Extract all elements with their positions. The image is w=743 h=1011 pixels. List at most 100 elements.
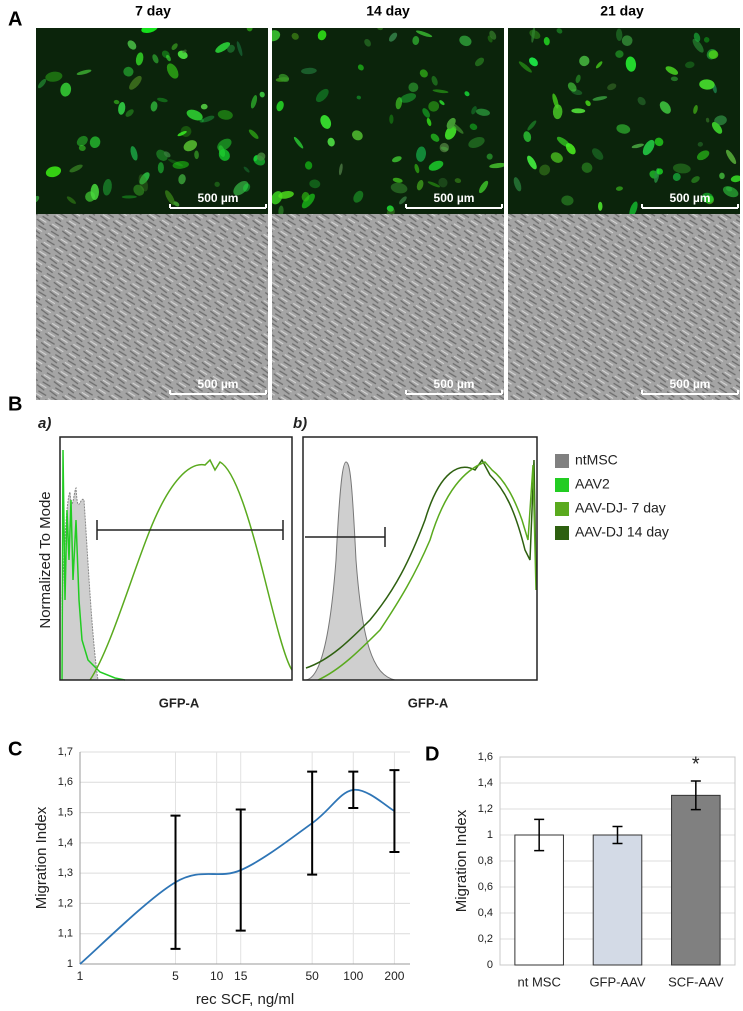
cell [659, 101, 671, 114]
error-bar [389, 769, 400, 853]
image-background [272, 214, 504, 400]
cell [76, 69, 92, 75]
cell [670, 76, 678, 82]
cell [125, 109, 134, 117]
cell [439, 100, 445, 106]
scale-bar-label: 500 µm [670, 377, 711, 391]
column-header: 21 day [600, 3, 644, 19]
histogram-aav2 [61, 449, 126, 681]
cell [708, 50, 719, 59]
cell [726, 149, 737, 165]
histogram-ntmsc [305, 461, 396, 681]
cell [250, 95, 258, 109]
cell [309, 179, 321, 189]
cell [356, 95, 361, 100]
cell [357, 64, 364, 71]
error-bar [348, 770, 359, 810]
cell [130, 146, 138, 161]
cell [248, 129, 259, 139]
cell [719, 172, 725, 180]
x-tick-label: 5 [172, 969, 179, 983]
cell [201, 115, 215, 123]
scale-bar-label: 500 µm [198, 377, 239, 391]
cell [474, 57, 485, 67]
scale-bar-label: 500 µm [198, 191, 239, 205]
brightfield-image [36, 214, 268, 400]
cell [217, 138, 232, 151]
cell [592, 96, 608, 101]
cell [157, 162, 164, 174]
y-tick-label: 1 [487, 829, 493, 841]
bar [592, 834, 643, 966]
cell [278, 205, 284, 214]
cell [714, 115, 727, 126]
y-axis-label: Normalized To Mode [37, 491, 54, 628]
image-background [36, 28, 268, 214]
histogram-aavdj-14 [305, 458, 537, 669]
cell [693, 32, 701, 43]
cell [259, 91, 265, 98]
x-tick-label: nt MSC [517, 974, 560, 989]
cell [438, 177, 448, 188]
plot-frame [302, 436, 538, 681]
cell [150, 101, 158, 112]
subpanel-label: a) [38, 415, 51, 432]
cell [567, 82, 577, 92]
cell [598, 201, 603, 211]
cell [454, 178, 462, 184]
cell [468, 137, 485, 148]
cell [426, 117, 432, 127]
x-tick-label: 10 [210, 969, 224, 983]
y-tick-label: 1,5 [58, 806, 73, 818]
cell [552, 104, 563, 120]
cell [654, 137, 664, 147]
cell [214, 181, 220, 187]
cell [699, 79, 715, 90]
cell [585, 100, 591, 107]
histogram-a [59, 436, 293, 681]
cell [730, 175, 740, 183]
y-tick-label: 1,7 [58, 746, 73, 758]
cell [722, 186, 739, 198]
brightfield-image [272, 214, 504, 400]
gate [96, 520, 284, 540]
cell [377, 28, 383, 31]
cell [135, 52, 144, 66]
cell [529, 57, 538, 67]
x-tick-label: GFP-AAV [589, 974, 645, 989]
cell [419, 69, 428, 78]
cell [194, 150, 199, 160]
cell [389, 114, 394, 124]
cell [550, 152, 563, 163]
image-background [508, 28, 740, 214]
cell [227, 44, 235, 53]
histogram-aavdj-7 [89, 458, 293, 681]
cell [489, 162, 504, 169]
plot-frame [59, 436, 293, 681]
y-axis-label: Migration Index [33, 806, 50, 909]
cell [701, 192, 714, 204]
cell [392, 156, 402, 163]
cell [412, 36, 420, 46]
cell [479, 180, 489, 194]
y-tick-label: 0,4 [478, 907, 493, 919]
cell [595, 61, 603, 69]
error-bar [690, 780, 701, 811]
cell [703, 37, 710, 43]
cell [616, 28, 623, 41]
cell [575, 74, 581, 84]
cell [556, 28, 563, 34]
cell [182, 49, 187, 54]
cell [171, 43, 178, 51]
cell [60, 82, 72, 97]
y-tick-label: 1,6 [58, 776, 73, 788]
cell [395, 97, 403, 110]
cell [89, 136, 101, 149]
cell [444, 125, 457, 140]
cell [157, 97, 168, 103]
cell [615, 50, 624, 58]
cell [37, 78, 47, 89]
cell [451, 122, 464, 134]
cell [428, 101, 440, 112]
